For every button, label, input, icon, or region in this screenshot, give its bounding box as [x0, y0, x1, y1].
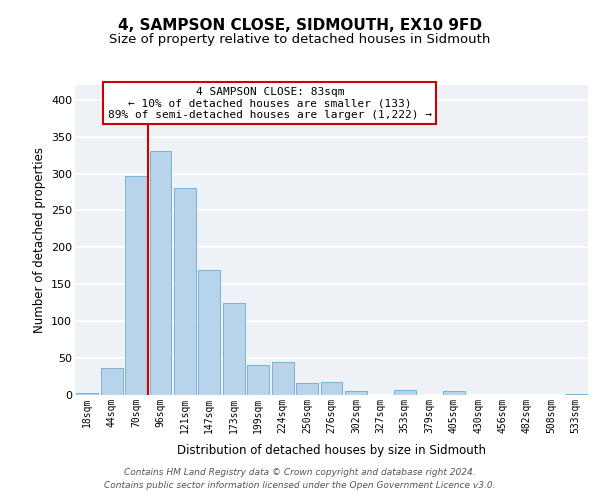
Bar: [565, 394, 587, 395]
Text: 4 SAMPSON CLOSE: 83sqm
← 10% of detached houses are smaller (133)
89% of semi-de: 4 SAMPSON CLOSE: 83sqm ← 10% of detached…: [108, 86, 432, 120]
Text: Contains HM Land Registry data © Crown copyright and database right 2024.: Contains HM Land Registry data © Crown c…: [124, 468, 476, 477]
Bar: [199, 270, 220, 395]
Bar: [296, 383, 318, 395]
Text: 4, SAMPSON CLOSE, SIDMOUTH, EX10 9FD: 4, SAMPSON CLOSE, SIDMOUTH, EX10 9FD: [118, 18, 482, 32]
X-axis label: Distribution of detached houses by size in Sidmouth: Distribution of detached houses by size …: [177, 444, 486, 457]
Text: Size of property relative to detached houses in Sidmouth: Size of property relative to detached ho…: [109, 32, 491, 46]
Text: Contains public sector information licensed under the Open Government Licence v3: Contains public sector information licen…: [104, 482, 496, 490]
Bar: [394, 390, 416, 395]
Bar: [149, 152, 172, 395]
Bar: [345, 392, 367, 395]
Bar: [320, 382, 343, 395]
Bar: [76, 393, 98, 395]
Bar: [174, 188, 196, 395]
Bar: [101, 368, 122, 395]
Bar: [443, 390, 464, 395]
Y-axis label: Number of detached properties: Number of detached properties: [32, 147, 46, 333]
Bar: [247, 364, 269, 395]
Bar: [223, 304, 245, 395]
Bar: [272, 362, 293, 395]
Bar: [125, 176, 147, 395]
